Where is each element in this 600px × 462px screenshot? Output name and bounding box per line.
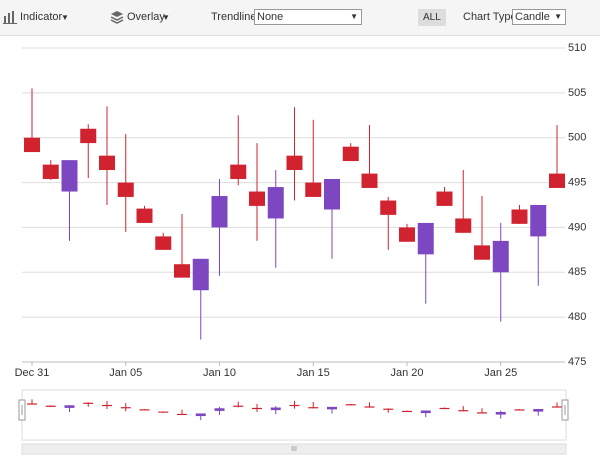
- nav-candle: [233, 405, 244, 407]
- candle-body: [380, 200, 397, 215]
- nav-candle: [289, 404, 300, 407]
- candle-body: [417, 222, 434, 255]
- nav-candle: [158, 411, 169, 413]
- indicator-icon: [3, 11, 17, 24]
- candle-body: [136, 208, 153, 223]
- nav-candle: [458, 410, 469, 412]
- nav-candle: [270, 407, 281, 411]
- candle-body: [455, 218, 472, 233]
- candle-body: [80, 128, 97, 144]
- nav-candle: [420, 410, 431, 414]
- nav-candle: [364, 406, 375, 408]
- caret: ▼: [61, 13, 69, 22]
- y-tick-label: 505: [568, 87, 586, 99]
- nav-candle: [308, 407, 319, 409]
- candle-body: [155, 236, 172, 250]
- nav-candle: [477, 412, 487, 414]
- y-tick-label: 485: [568, 266, 586, 278]
- nav-candle: [83, 402, 94, 404]
- scrollbar[interactable]: [21, 443, 567, 455]
- candle-body: [530, 205, 547, 237]
- candle-body: [249, 191, 265, 206]
- indicator-menu[interactable]: Indicator: [20, 11, 63, 23]
- nav-candle: [327, 406, 337, 410]
- chart-type-label: Chart Type: [463, 11, 517, 23]
- x-tick-label: Jan 25: [484, 367, 517, 379]
- x-tick-label: Dec 31: [15, 367, 50, 379]
- y-tick-label: 510: [568, 42, 586, 54]
- overlay-menu[interactable]: Overlay: [127, 11, 165, 23]
- candle-body: [549, 173, 565, 188]
- candle-body: [230, 164, 247, 179]
- x-tick-label: Jan 20: [390, 367, 423, 379]
- candle-body: [61, 160, 78, 192]
- nav-candle: [533, 409, 544, 412]
- candle-body: [324, 178, 340, 210]
- caret: ▼: [162, 13, 170, 22]
- candle-body: [211, 196, 228, 228]
- navigator: [21, 389, 567, 441]
- y-tick-label: 495: [568, 176, 586, 188]
- candle-body: [474, 245, 490, 260]
- overlay-icon: [110, 11, 124, 24]
- candle-body: [286, 155, 303, 171]
- chart-type-select[interactable]: Candle: [512, 9, 566, 25]
- nav-candle: [177, 413, 187, 416]
- nav-candle: [120, 407, 131, 409]
- y-tick-label: 500: [568, 132, 586, 144]
- x-tick-label: Jan 15: [297, 367, 330, 379]
- candle-body: [399, 227, 415, 242]
- nav-candle: [383, 408, 394, 410]
- nav-candle: [495, 411, 506, 415]
- x-tick-label: Jan 10: [203, 367, 236, 379]
- trendline-label: Trendline: [211, 11, 257, 23]
- y-tick-label: 490: [568, 221, 586, 233]
- candle-body: [174, 264, 190, 278]
- candle-body: [24, 137, 40, 153]
- nav-candle: [552, 406, 562, 408]
- nav-candle: [439, 407, 450, 410]
- nav-candle: [27, 403, 37, 405]
- nav-candle: [139, 409, 150, 411]
- all-button[interactable]: ALL: [418, 9, 446, 26]
- nav-candle: [64, 405, 75, 408]
- candle-body: [436, 191, 453, 206]
- candle-body: [361, 173, 378, 188]
- candle-body: [42, 164, 59, 179]
- candle-body: [192, 258, 209, 291]
- scroll-grip: III: [291, 446, 297, 453]
- candle-body: [99, 155, 115, 171]
- y-tick-label: 475: [568, 356, 586, 368]
- nav-candle: [514, 409, 525, 411]
- nav-candle: [402, 410, 412, 413]
- nav-candle: [102, 404, 112, 407]
- trendline-select[interactable]: None: [254, 9, 362, 25]
- candle-body: [511, 209, 528, 224]
- candle-body: [305, 182, 322, 197]
- candle-body: [117, 182, 134, 197]
- x-tick-label: Jan 05: [109, 367, 142, 379]
- y-tick-label: 480: [568, 311, 586, 323]
- nav-candle: [214, 408, 225, 411]
- nav-candle: [45, 405, 56, 407]
- candle-body: [342, 146, 359, 162]
- candle-body: [492, 240, 509, 273]
- toolbar: Indicator ▼ Overlay ▼ Trendline None ALL…: [0, 0, 600, 36]
- candle-body: [267, 187, 284, 219]
- nav-candle: [345, 404, 356, 406]
- nav-candle: [252, 407, 262, 410]
- nav-candle: [195, 413, 206, 417]
